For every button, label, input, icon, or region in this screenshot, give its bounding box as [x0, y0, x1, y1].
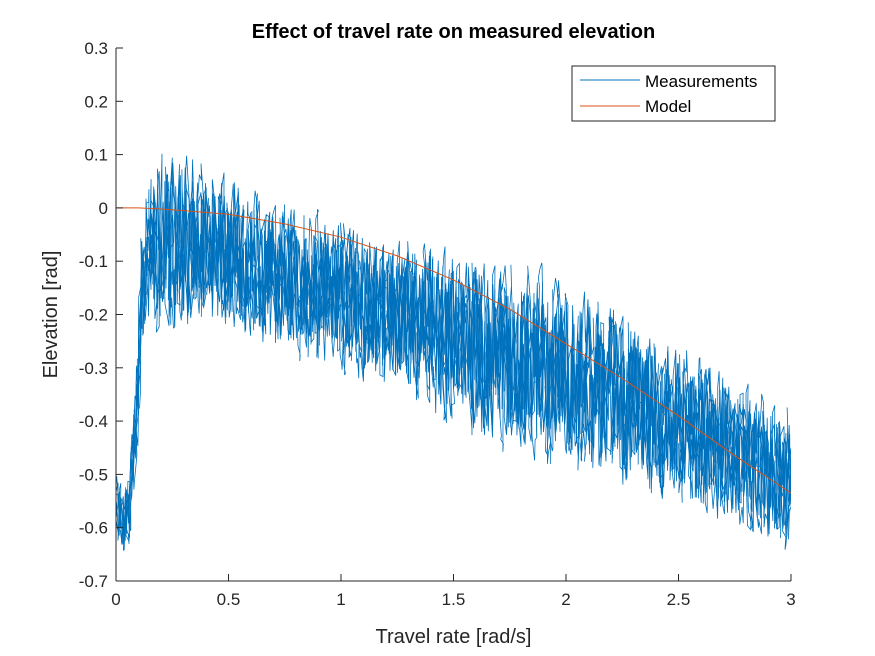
x-tick-label: 2 — [561, 590, 570, 609]
legend: Measurements Model — [571, 65, 776, 122]
x-tick-label: 1 — [336, 590, 345, 609]
y-tick-label: -0.4 — [79, 412, 108, 431]
model-line — [116, 207, 791, 494]
y-tick-label: -0.1 — [79, 252, 108, 271]
measurements-trace-7 — [116, 153, 791, 550]
x-tick-label: 0.5 — [217, 590, 241, 609]
series-layer — [116, 153, 791, 551]
x-tick-label: 0 — [111, 590, 120, 609]
x-axis-label: Travel rate [rad/s] — [376, 626, 532, 648]
y-tick-label: 0.2 — [84, 92, 108, 111]
legend-label-measurements: Measurements — [645, 72, 757, 91]
legend-box — [571, 65, 776, 122]
y-tick-label: -0.5 — [79, 465, 108, 484]
y-tick-label: 0 — [99, 199, 108, 218]
y-tick-label: -0.2 — [79, 306, 108, 325]
y-tick-label: 0.1 — [84, 146, 108, 165]
y-axis-label: Elevation [rad] — [40, 251, 62, 379]
measurements-trace-6 — [116, 167, 791, 545]
x-tick-label: 1.5 — [442, 590, 466, 609]
chart-title: Effect of travel rate on measured elevat… — [252, 21, 655, 43]
legend-label-model: Model — [645, 97, 691, 116]
x-tick-label: 3 — [786, 590, 795, 609]
y-tick-label: -0.7 — [79, 572, 108, 591]
y-tick-label: -0.3 — [79, 359, 108, 378]
y-tick-label: -0.6 — [79, 519, 108, 538]
y-tick-label: 0.3 — [84, 39, 108, 58]
x-tick-label: 2.5 — [667, 590, 691, 609]
measurements-trace-5 — [116, 162, 791, 544]
axes-layer: 0 0.5 1 1.5 2 2.5 3 0.3 0.2 0.1 0 -0.1 -0.2 -0.3 -0.4 -… — [79, 39, 796, 609]
